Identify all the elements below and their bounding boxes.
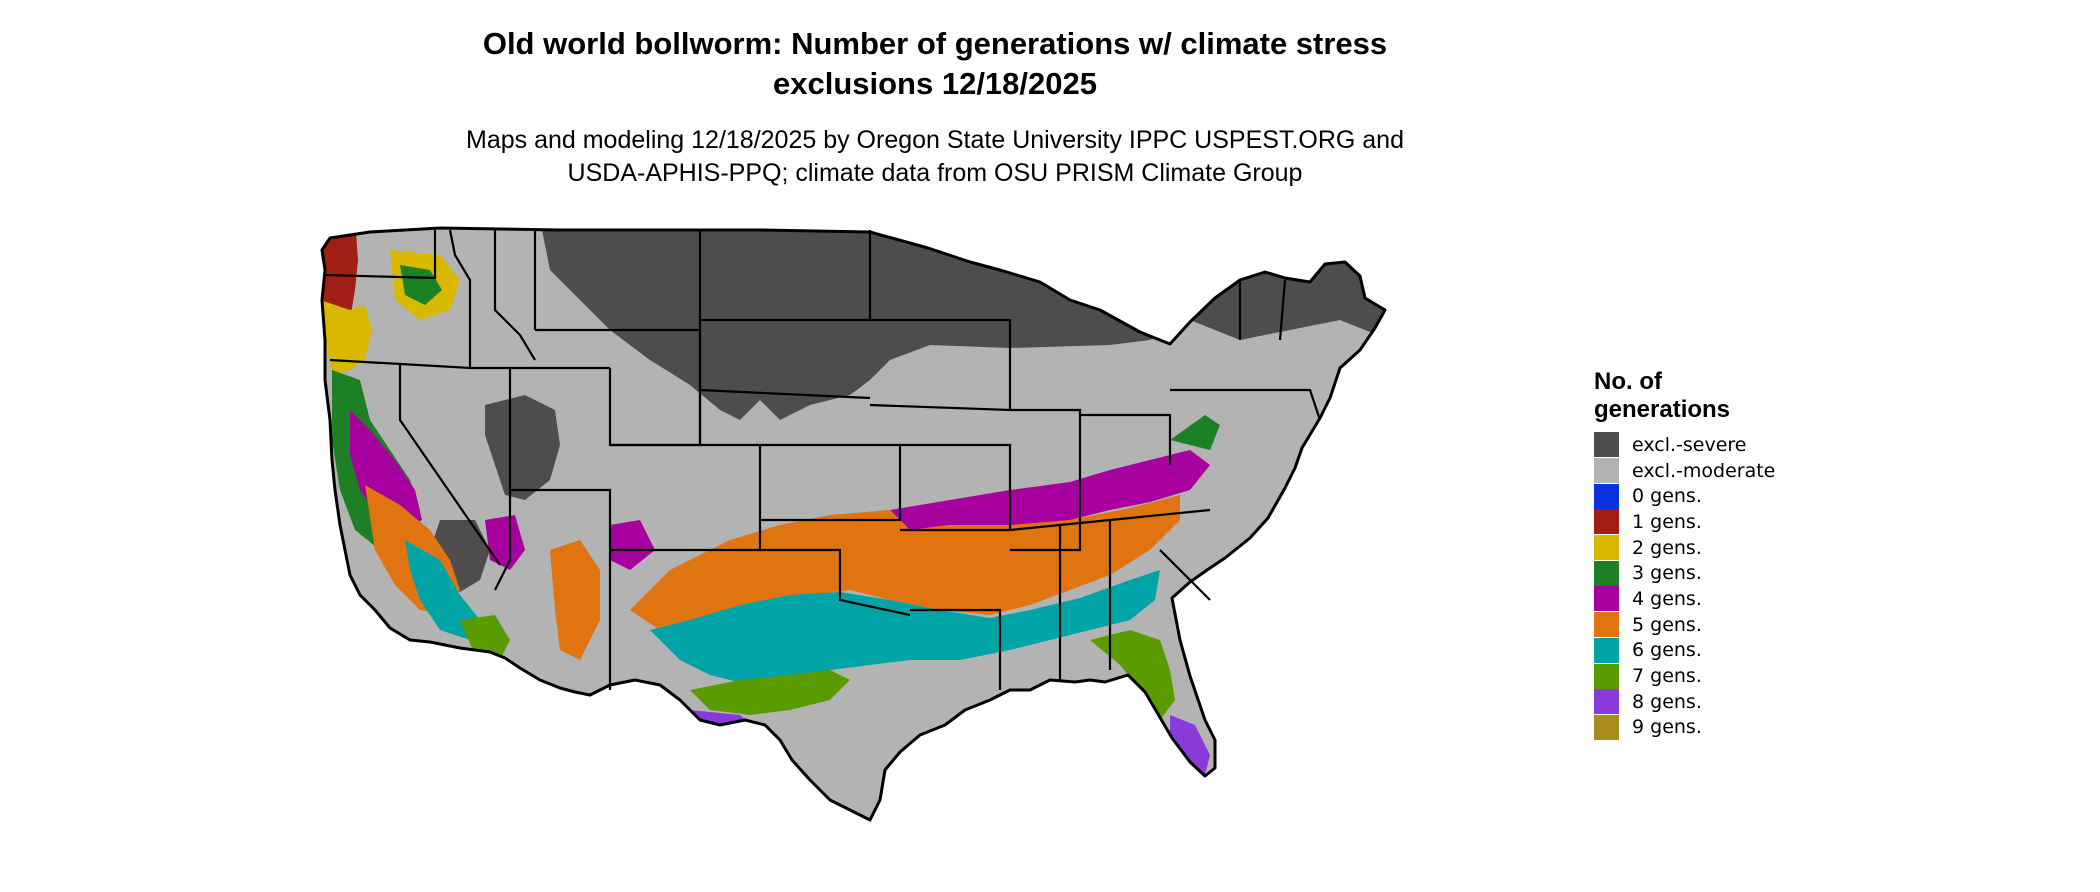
legend-item: 4 gens.	[1594, 586, 1914, 612]
border-tn-ky	[1009, 508, 1211, 532]
zone-8-gens-south-florida	[1170, 715, 1210, 775]
map-title-line-1: Old world bollworm: Number of generation…	[482, 26, 1388, 61]
us-generations-map	[320, 226, 1387, 822]
legend-item: 0 gens.	[1594, 483, 1914, 509]
border-az-nm	[510, 488, 612, 690]
legend-label: excl.-moderate	[1632, 459, 1776, 482]
border-sd-ne	[699, 388, 871, 400]
legend-swatch	[1594, 663, 1619, 689]
legend-item: 3 gens.	[1594, 560, 1914, 586]
border-pa-ny	[1170, 388, 1322, 421]
legend-item: excl.-moderate	[1594, 458, 1914, 484]
legend-title: No. of generations	[1594, 368, 1914, 424]
border-mo-ar	[900, 443, 1012, 532]
legend-item: 6 gens.	[1594, 637, 1914, 664]
legend-swatch	[1594, 458, 1619, 484]
zone-6-gens-desert	[405, 540, 480, 640]
legend-label: 8 gens.	[1632, 690, 1702, 713]
legend-item: excl.-severe	[1594, 432, 1914, 458]
legend-swatch	[1594, 483, 1619, 509]
legend-label: 7 gens.	[1632, 665, 1702, 688]
map-title: Old world bollworm: Number of generation…	[0, 24, 1870, 104]
legend-item: 1 gens.	[1594, 509, 1914, 535]
legend-swatch	[1594, 714, 1619, 740]
border-mt-id	[493, 230, 536, 361]
legend-label: 4 gens.	[1632, 587, 1702, 610]
border-ks-ok	[760, 443, 902, 522]
border-co-nm	[610, 443, 762, 552]
legend: No. of generations excl.-severe excl.-mod…	[1594, 368, 1914, 740]
border-nh-me	[1278, 279, 1287, 341]
legend-label: 3 gens.	[1632, 562, 1702, 585]
border-ga-sc	[1159, 549, 1211, 601]
country-outline	[320, 226, 1387, 822]
legend-item: 7 gens.	[1594, 663, 1914, 689]
zone-5-gens-south	[630, 495, 1180, 630]
legend-label: 2 gens.	[1632, 536, 1702, 559]
legend-label: 1 gens.	[1632, 510, 1702, 533]
border-ca-nv	[398, 365, 501, 566]
border-ok-tx	[760, 548, 911, 617]
zone-2-gens-coast	[322, 300, 372, 375]
legend-swatch	[1594, 586, 1619, 612]
legend-items: excl.-severe excl.-moderate 0 gens. 1 gens.…	[1594, 432, 1914, 740]
border-nv-ut	[494, 368, 512, 591]
zone-5-gens-new-mexico	[550, 540, 600, 660]
zone-excl-severe-rockies	[485, 395, 560, 500]
border-la-ms	[910, 608, 1002, 690]
zone-7-gens-florida	[1090, 630, 1175, 720]
border-oh	[1080, 413, 1172, 465]
legend-swatch	[1594, 689, 1619, 715]
zone-3-gens-inland	[400, 265, 442, 305]
legend-item: 2 gens.	[1594, 535, 1914, 561]
legend-label: 6 gens.	[1632, 639, 1702, 662]
zone-3-gens-mid-atlantic	[1170, 415, 1220, 450]
legend-item: 9 gens.	[1594, 714, 1914, 741]
border-ia-mn	[869, 318, 1012, 412]
legend-swatch	[1594, 535, 1619, 561]
map-subtitle-line-2: USDA-APHIS-PPQ; climate data from OSU PR…	[567, 159, 1303, 187]
legend-swatch	[1594, 612, 1619, 638]
state-borders	[324, 229, 1322, 690]
legend-label: excl.-severe	[1632, 433, 1747, 456]
map-subtitle-line-1: Maps and modeling 12/18/2025 by Oregon S…	[466, 126, 1404, 154]
legend-label: 5 gens.	[1632, 613, 1702, 636]
map-subtitle: Maps and modeling 12/18/2025 by Oregon S…	[0, 124, 1870, 190]
legend-swatch	[1594, 560, 1619, 586]
legend-swatch	[1594, 637, 1619, 663]
legend-swatch	[1594, 432, 1619, 458]
zone-1-gens-coast	[322, 228, 358, 320]
zone-6-gens-gulf	[650, 570, 1160, 685]
border-il-in	[1010, 408, 1082, 552]
legend-item: 5 gens.	[1594, 612, 1914, 638]
legend-title-line-1: No. of	[1594, 368, 1662, 395]
legend-item: 8 gens.	[1594, 689, 1914, 715]
legend-label: 9 gens.	[1632, 716, 1702, 739]
legend-label: 0 gens.	[1632, 485, 1702, 508]
zone-7-gens-texas	[690, 670, 850, 715]
zone-4-gens-texas-panhandle	[610, 520, 655, 570]
map-title-line-2: exclusions 12/18/2025	[772, 66, 1097, 101]
border-or-id	[329, 229, 472, 370]
border-wa	[324, 230, 437, 280]
legend-title-line-2: generations	[1594, 396, 1731, 423]
zone-4-gens-southeast	[890, 450, 1210, 530]
legend-swatch	[1594, 509, 1619, 535]
